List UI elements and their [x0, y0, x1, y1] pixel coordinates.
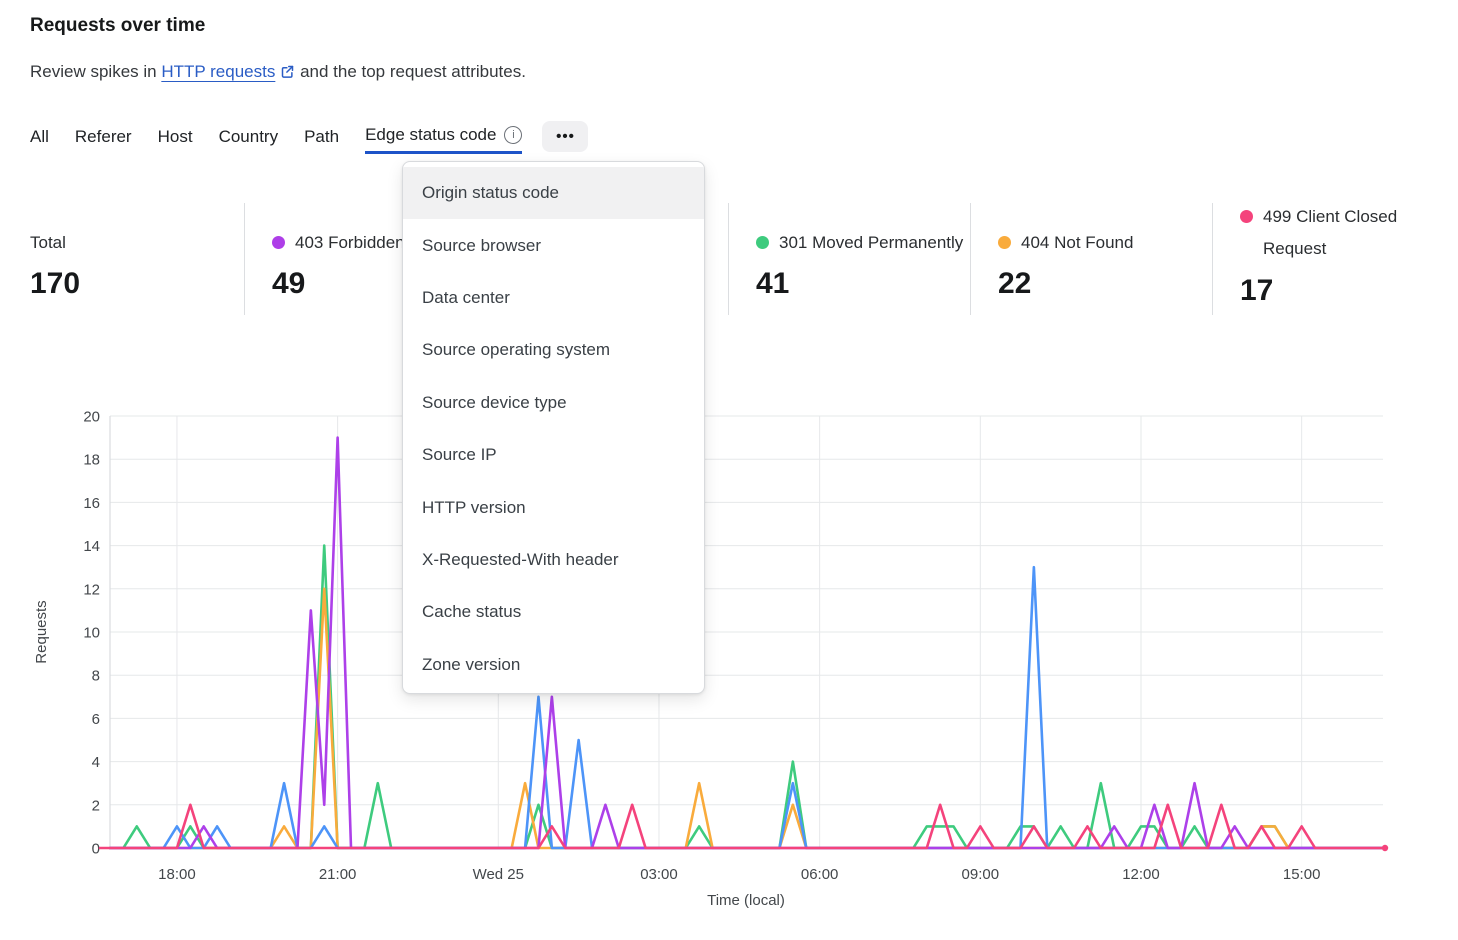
- legend-dot-icon: [998, 235, 1011, 249]
- svg-text:18:00: 18:00: [158, 866, 196, 883]
- tab-label: Edge status code: [365, 125, 497, 144]
- menu-item-source-operating-system[interactable]: Source operating system: [422, 340, 611, 360]
- y-axis-label: Requests: [33, 600, 50, 663]
- tab-referer[interactable]: Referer: [75, 119, 132, 154]
- stat-value: 41: [756, 267, 790, 300]
- menu-item-source-browser[interactable]: Source browser: [422, 235, 542, 255]
- svg-text:09:00: 09:00: [962, 866, 1000, 883]
- page-title: Requests over time: [30, 15, 206, 36]
- stat-divider: [728, 203, 729, 315]
- stat-total: Total 170: [30, 201, 255, 299]
- stat-value: 49: [272, 267, 306, 300]
- menu-item-zone-version[interactable]: Zone version: [422, 654, 521, 674]
- legend-dot-icon: [272, 235, 285, 249]
- tab-label: Path: [304, 126, 340, 146]
- tab-path[interactable]: Path: [304, 119, 339, 154]
- legend-dot-icon: [756, 235, 769, 249]
- svg-text:8: 8: [92, 668, 100, 685]
- stat-404-not-found: 404 Not Found 22: [998, 201, 1223, 299]
- more-attributes-button[interactable]: •••: [542, 121, 589, 152]
- menu-item-x-requested-with-header[interactable]: X-Requested-With header: [422, 549, 619, 569]
- tab-host[interactable]: Host: [158, 119, 193, 154]
- x-axis-label: Time (local): [707, 892, 785, 909]
- series-499-client-closed-request: [98, 803, 1384, 850]
- svg-text:06:00: 06:00: [801, 866, 839, 883]
- stat-403-forbidden: 403 Forbidden 49: [272, 201, 497, 299]
- svg-text:Wed 25: Wed 25: [473, 866, 524, 883]
- stat-value: 17: [1240, 273, 1274, 307]
- stat-divider: [970, 203, 971, 315]
- stat-label-text: 404 Not Found: [1021, 232, 1134, 252]
- tab-label: Host: [157, 126, 193, 146]
- svg-text:4: 4: [92, 754, 100, 771]
- svg-text:12:00: 12:00: [1122, 866, 1160, 883]
- page-subtitle: Review spikes in HTTP requests and the t…: [30, 62, 526, 84]
- menu-item-origin-status-code[interactable]: Origin status code: [403, 167, 704, 220]
- tab-label: Country: [218, 126, 279, 146]
- menu-item-http-version[interactable]: HTTP version: [422, 497, 526, 517]
- attribute-tabs: All Referer Host Country Path Edge status cod…: [30, 119, 589, 154]
- svg-text:20: 20: [83, 409, 100, 426]
- stat-label-text: Total: [30, 232, 66, 252]
- svg-text:14: 14: [83, 538, 100, 555]
- stat-label-text: 499 Client Closed Request: [1263, 207, 1398, 259]
- svg-text:21:00: 21:00: [319, 866, 357, 883]
- menu-item-data-center[interactable]: Data center: [422, 287, 510, 307]
- info-icon[interactable]: i: [504, 126, 523, 144]
- svg-text:0: 0: [92, 841, 100, 858]
- tab-label: All: [30, 126, 49, 146]
- tab-country[interactable]: Country: [219, 119, 279, 154]
- external-link-icon: [280, 64, 295, 84]
- menu-item-source-ip[interactable]: Source IP: [422, 445, 497, 465]
- stat-divider: [1212, 203, 1213, 315]
- svg-text:10: 10: [83, 625, 100, 642]
- series-end-dot: [1381, 844, 1389, 852]
- series-403-forbidden: [108, 436, 1384, 850]
- stat-value: 22: [998, 267, 1032, 300]
- chart-axis-labels: 0 2 4 6 8 10 12 14 16 18 20 18:00 21:00 Wed 25 03:00 06…: [33, 409, 1320, 910]
- tab-label: Referer: [74, 126, 132, 146]
- svg-text:6: 6: [92, 711, 100, 728]
- subtitle-text-prefix: Review spikes in: [30, 62, 162, 81]
- http-requests-link[interactable]: HTTP requests: [161, 62, 295, 81]
- svg-text:18: 18: [83, 452, 100, 469]
- menu-item-cache-status[interactable]: Cache status: [422, 602, 522, 622]
- svg-text:15:00: 15:00: [1283, 866, 1321, 883]
- stat-value: 170: [30, 267, 81, 300]
- stat-label-text: 403 Forbidden: [295, 232, 405, 252]
- tab-all[interactable]: All: [30, 119, 49, 154]
- svg-text:16: 16: [83, 495, 100, 512]
- menu-item-source-device-type[interactable]: Source device type: [422, 392, 567, 412]
- svg-text:2: 2: [92, 797, 100, 814]
- tab-edge-status-code[interactable]: Edge status code i: [365, 119, 523, 154]
- stat-499-client-closed-request: 499 Client Closed Request 17: [1240, 201, 1458, 306]
- stat-divider: [244, 203, 245, 315]
- stat-label-text: 301 Moved Permanently: [779, 232, 964, 252]
- subtitle-text-suffix: and the top request attributes.: [295, 62, 526, 81]
- attribute-dropdown-menu: Origin status code Source browser Data cen…: [402, 161, 705, 694]
- legend-dot-icon: [1240, 210, 1253, 223]
- stat-301-moved-permanently: 301 Moved Permanently 41: [756, 201, 981, 299]
- svg-text:03:00: 03:00: [640, 866, 678, 883]
- svg-text:12: 12: [83, 581, 100, 598]
